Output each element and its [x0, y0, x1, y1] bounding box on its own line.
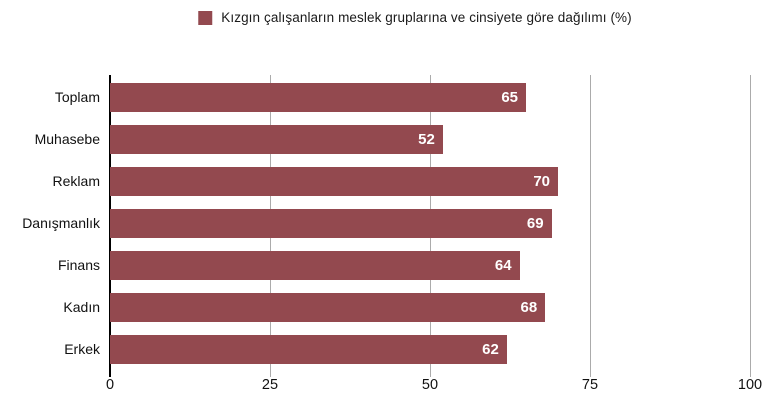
- chart-legend: Kızgın çalışanların meslek gruplarına ve…: [198, 10, 632, 25]
- plot-area: 65 52 70 69 64 68 62: [109, 75, 751, 377]
- bar: 62: [110, 335, 507, 364]
- bar-value-label: 70: [533, 173, 550, 190]
- category-label: Kadın: [63, 299, 100, 315]
- category-label: Muhasebe: [34, 131, 100, 147]
- bar: 69: [110, 209, 552, 238]
- bar: 64: [110, 251, 520, 280]
- x-tick-label: 100: [737, 377, 763, 393]
- x-tick-label: 50: [421, 377, 439, 393]
- category-label: Erkek: [64, 341, 100, 357]
- bar-value-label: 64: [494, 257, 512, 274]
- legend-label: Kızgın çalışanların meslek gruplarına ve…: [221, 10, 632, 25]
- category-label: Danışmanlık: [22, 215, 100, 231]
- gridline: [590, 75, 591, 377]
- gridline: [750, 75, 751, 377]
- category-axis: Toplam Muhasebe Reklam Danışmanlık Finans Kad…: [0, 75, 100, 371]
- bar: 52: [110, 125, 443, 154]
- category-label: Finans: [57, 257, 100, 273]
- x-axis-labels: 0 25 50 75 100: [106, 377, 762, 397]
- x-tick-label: 0: [105, 377, 115, 393]
- x-tick-label: 25: [261, 377, 279, 393]
- category-label: Toplam: [54, 89, 100, 105]
- bar-value-label: 69: [526, 215, 544, 232]
- bar-value-label: 68: [520, 299, 538, 316]
- legend-swatch-icon: [198, 10, 213, 25]
- bar-value-label: 52: [418, 131, 435, 148]
- bar: 70: [110, 167, 558, 196]
- bar-value-label: 65: [501, 89, 518, 106]
- bar: 65: [110, 83, 526, 112]
- bar: 68: [110, 293, 546, 322]
- x-tick-label: 75: [581, 377, 599, 393]
- category-label: Reklam: [52, 173, 100, 189]
- bar-value-label: 62: [482, 341, 499, 358]
